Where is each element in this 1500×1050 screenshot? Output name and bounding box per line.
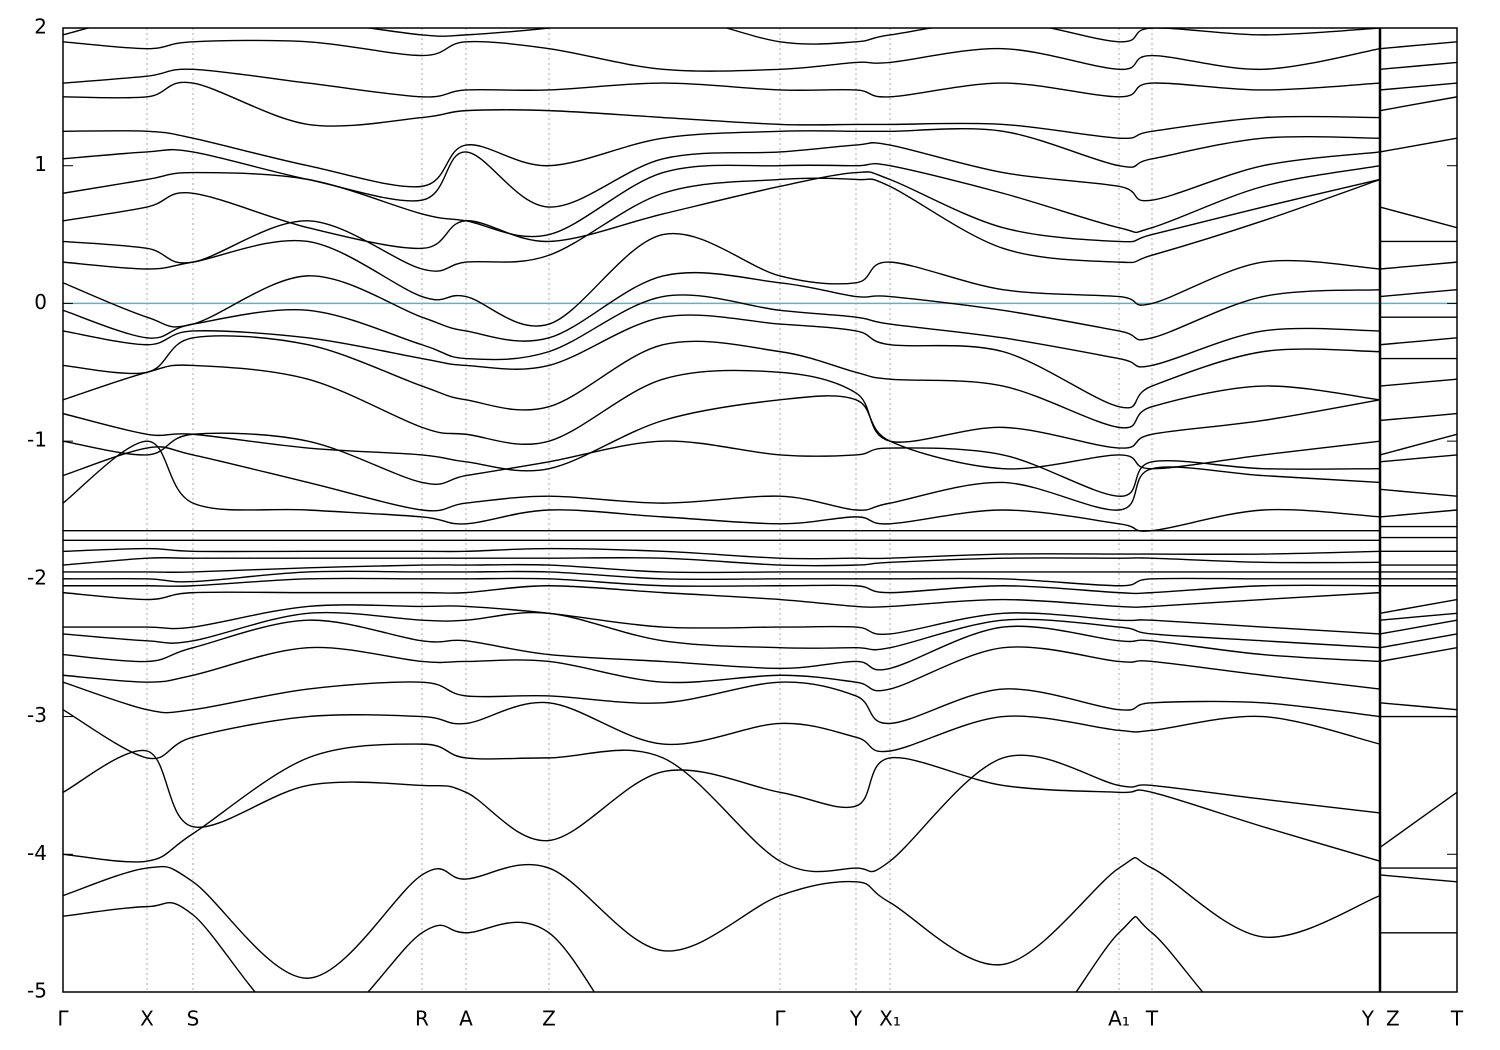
x-tick-label: Z [1386,1007,1400,1031]
y-tick-label: 1 [34,152,47,176]
y-tick-label: -3 [27,703,47,727]
band-line [63,585,1457,614]
x-tick-label: Y [1361,1007,1375,1031]
x-tick-label: T [1145,1007,1159,1031]
band-line [63,232,1457,327]
band-line [63,177,1457,272]
x-tick-label: X [140,1007,154,1031]
x-tick-label: T [1450,1007,1464,1031]
band-line [63,743,1457,873]
band-line [63,856,1457,979]
band-line [63,446,1457,512]
y-tick-label: -5 [27,979,47,1003]
y-tick-label: 2 [34,15,47,39]
y-tick-label: -4 [27,841,47,865]
bands [63,28,1457,992]
band-line [63,577,1457,595]
band-line [63,525,1457,532]
band-line [63,39,1457,72]
x-tick-label: Z [542,1007,556,1031]
x-tick-label: A₁ [1108,1007,1130,1031]
band-line [63,556,1457,567]
band-line [63,901,1457,992]
x-tick-label: S [187,1007,200,1031]
x-tick-label: Γ [774,1007,786,1031]
band-line [63,681,1457,725]
x-tick-label: R [415,1007,429,1031]
band-line [63,28,1388,45]
x-tick-label: Y [849,1007,863,1031]
band-line [63,294,1457,368]
x-tick-label: X₁ [879,1007,901,1031]
band-line [63,162,1457,238]
y-tick-label: -2 [27,565,47,589]
band-line [63,611,1457,651]
band-line [63,335,1457,429]
band-line [63,81,1457,140]
band-line [63,547,1457,560]
band-line [63,96,1457,188]
band-line [63,646,1457,692]
band-line [63,61,1457,98]
x-tick-label: Γ [57,1007,69,1031]
band-line [63,536,1457,541]
y-tick-label: -1 [27,428,47,452]
band-line [63,570,1457,587]
plot-frame [62,27,1458,993]
y-tick-label: 0 [34,290,47,314]
band-line [63,604,1457,636]
x-tick-label: A [459,1007,473,1031]
band-line [63,314,1457,409]
band-line [63,171,1457,250]
band-line [63,563,1457,574]
band-line [63,701,1457,760]
band-line [63,440,1457,532]
band-line [63,749,1457,883]
band-line [63,432,1457,497]
band-line [63,364,1457,449]
band-line [63,271,1457,342]
band-line [63,395,1457,472]
band-line [63,137,1457,208]
band-line [63,619,1457,671]
